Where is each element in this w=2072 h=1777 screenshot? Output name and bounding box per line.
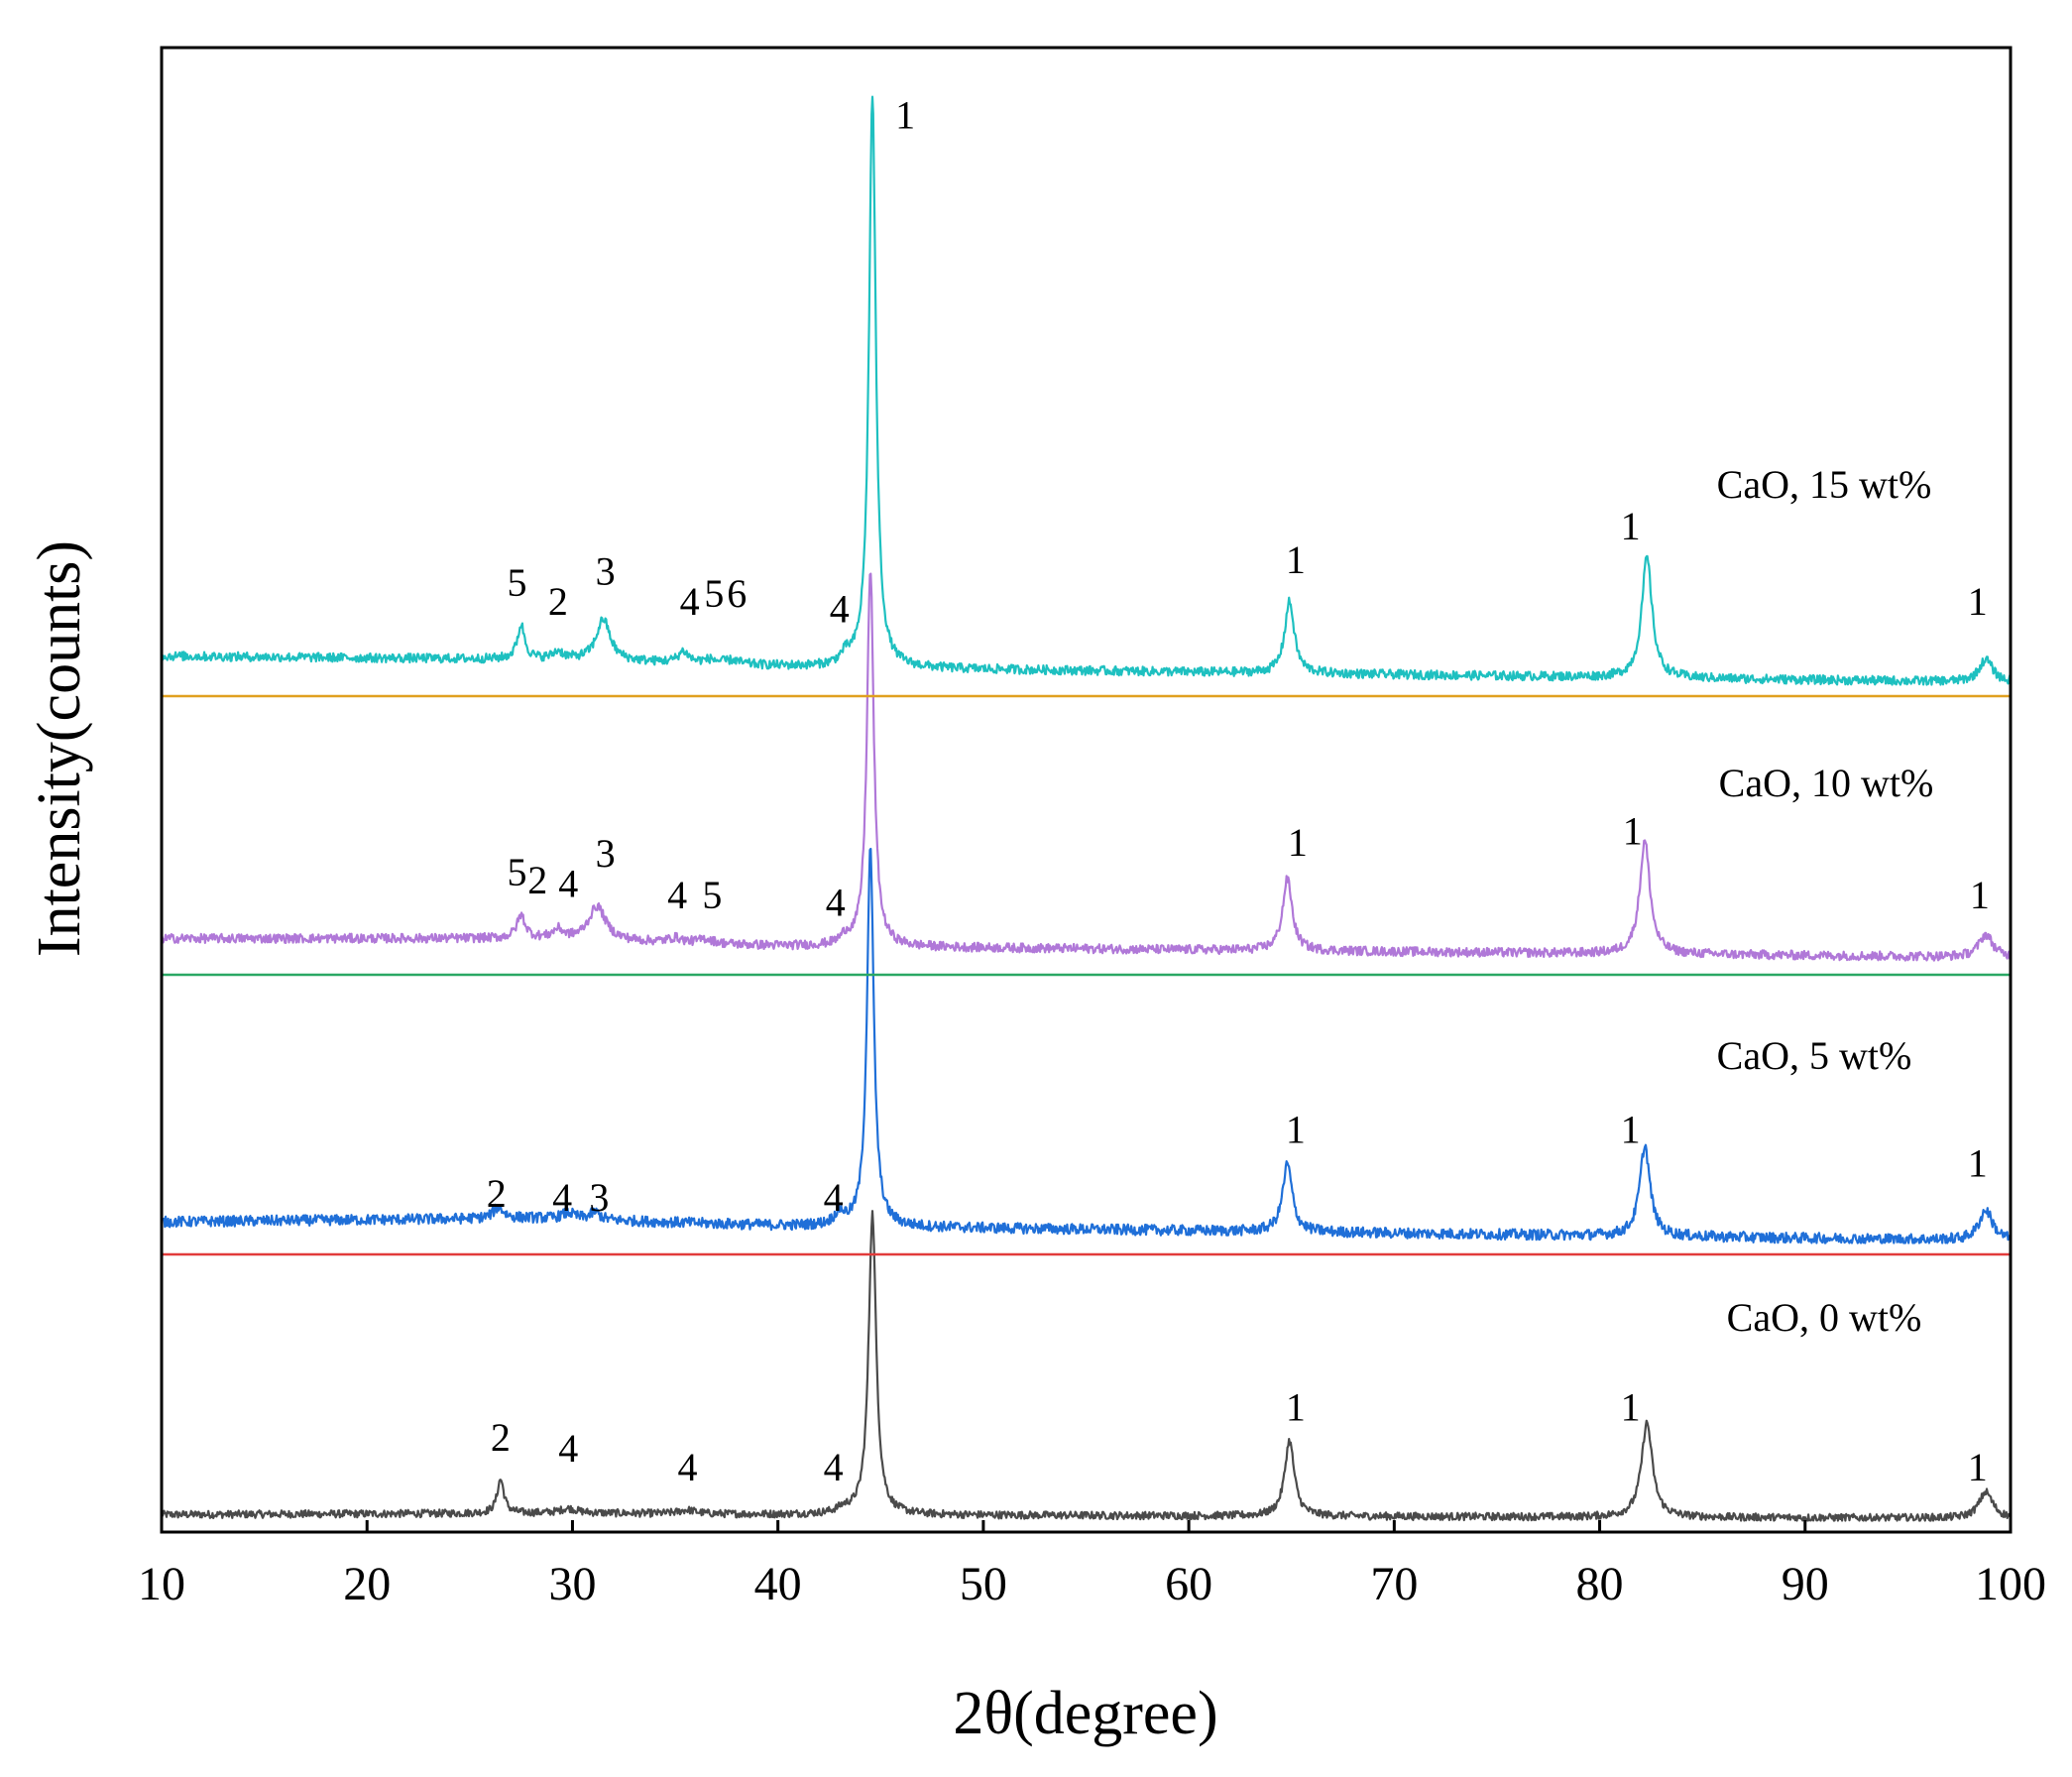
x-tick-label: 80 xyxy=(1576,1558,1624,1610)
x-tick-label: 50 xyxy=(960,1558,1007,1610)
peak-label: 1 xyxy=(1286,537,1306,582)
peak-label: 1 xyxy=(1288,820,1308,865)
x-tick-label: 70 xyxy=(1370,1558,1418,1610)
x-tick-label: 60 xyxy=(1165,1558,1212,1610)
peak-label: 1 xyxy=(1623,808,1643,853)
series-label: CaO, 0 wt% xyxy=(1727,1295,1922,1340)
series-label: CaO, 10 wt% xyxy=(1719,761,1934,805)
peak-label: 5 xyxy=(508,560,527,605)
xrd-series-line xyxy=(160,95,2013,686)
x-tick-label: 20 xyxy=(343,1558,391,1610)
series-label: CaO, 15 wt% xyxy=(1717,462,1932,507)
axis-layer: 10 20 30 40 50 60 70 80 90 100 xyxy=(138,46,2046,1610)
x-axis-title: 2θ(degree) xyxy=(953,1680,1217,1747)
peak-label: 5 xyxy=(508,850,527,894)
peak-label: 4 xyxy=(824,1445,844,1489)
peak-label: 4 xyxy=(826,881,846,925)
xrd-series-line xyxy=(161,847,2013,1244)
peak-label: 1 xyxy=(895,93,915,138)
peak-label: 1 xyxy=(1621,1384,1641,1429)
series-label: CaO, 5 wt% xyxy=(1717,1033,1912,1078)
peak-label: 3 xyxy=(589,1175,609,1220)
peak-label: 2 xyxy=(491,1415,511,1460)
peak-label: 1 xyxy=(1968,1445,1988,1489)
peak-label: 4 xyxy=(552,1175,572,1220)
peak-label: 1 xyxy=(1970,873,1990,917)
peak-label: 4 xyxy=(678,1445,698,1489)
xrd-series-line xyxy=(160,1210,2013,1522)
x-tick-label: 40 xyxy=(754,1558,802,1610)
series-layer xyxy=(160,95,2013,1534)
peak-label: 1 xyxy=(1968,579,1988,624)
peak-label: 4 xyxy=(558,862,578,906)
peak-label: 4 xyxy=(667,873,687,917)
x-tick-label: 30 xyxy=(548,1558,596,1610)
peak-label: 1 xyxy=(1621,504,1641,548)
peak-label: 5 xyxy=(702,873,722,917)
peak-label: 5 xyxy=(704,571,724,616)
peak-label: 6 xyxy=(727,571,747,616)
y-axis-title: Intensity(counts) xyxy=(26,540,93,957)
peak-label: 1 xyxy=(1286,1384,1306,1429)
peak-label: 1 xyxy=(1286,1107,1306,1151)
peak-label: 2 xyxy=(527,858,547,902)
peak-label: 4 xyxy=(558,1426,578,1471)
peak-label: 4 xyxy=(680,579,700,624)
xrd-series-line xyxy=(160,572,2012,962)
peak-label: 4 xyxy=(830,586,850,631)
peak-label: 1 xyxy=(1968,1141,1988,1186)
peak-label: 1 xyxy=(1621,1107,1641,1151)
peak-label: 3 xyxy=(596,831,616,876)
peak-label: 4 xyxy=(824,1175,844,1220)
peak-label: 3 xyxy=(596,548,616,593)
x-tick-label: 90 xyxy=(1782,1558,1829,1610)
plot-frame xyxy=(160,46,2013,1534)
peak-label: 2 xyxy=(548,579,568,624)
peak-label: 2 xyxy=(487,1171,507,1216)
x-tick-label: 10 xyxy=(138,1558,185,1610)
x-tick-label: 100 xyxy=(1975,1558,2046,1610)
